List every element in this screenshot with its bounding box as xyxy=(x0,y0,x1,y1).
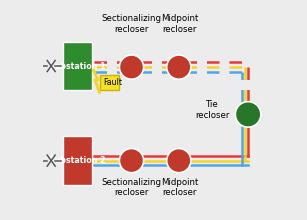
Bar xyxy=(63,136,92,185)
Text: Substation 2: Substation 2 xyxy=(49,156,106,165)
Text: Tie
recloser: Tie recloser xyxy=(195,100,229,120)
Circle shape xyxy=(235,102,261,127)
Bar xyxy=(63,42,92,90)
Circle shape xyxy=(167,55,191,79)
Text: Substation 1: Substation 1 xyxy=(49,62,106,70)
Circle shape xyxy=(167,148,191,173)
Bar xyxy=(100,75,119,90)
Text: Midpoint
recloser: Midpoint recloser xyxy=(161,14,199,34)
Circle shape xyxy=(119,148,144,173)
Text: Fault: Fault xyxy=(103,78,122,87)
Text: Sectionalizing
recloser: Sectionalizing recloser xyxy=(102,178,161,197)
Text: Midpoint
recloser: Midpoint recloser xyxy=(161,178,199,197)
Text: Sectionalizing
recloser: Sectionalizing recloser xyxy=(102,14,161,34)
Circle shape xyxy=(119,55,144,79)
